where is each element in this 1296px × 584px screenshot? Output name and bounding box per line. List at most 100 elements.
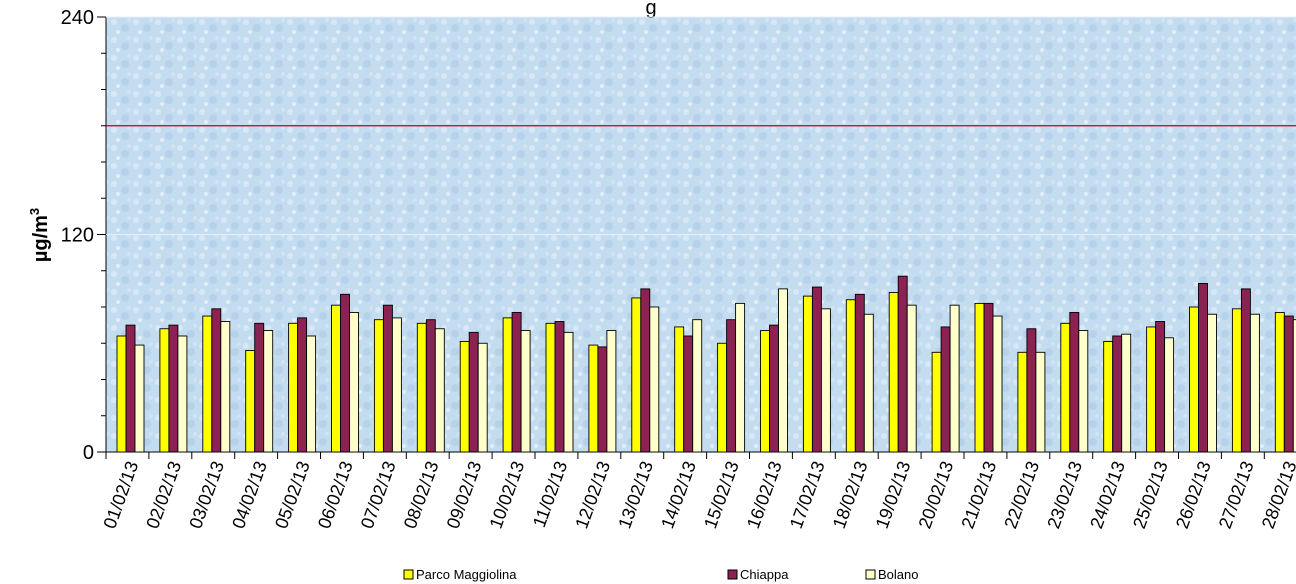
bar	[477, 342, 488, 453]
bar	[1207, 313, 1217, 453]
bar	[263, 330, 274, 453]
x-tick-label: 19/02/13	[872, 459, 915, 532]
bar	[545, 322, 556, 453]
bar	[288, 322, 299, 453]
bar	[177, 335, 188, 453]
bar	[254, 322, 265, 453]
y-tick-label: 120	[61, 225, 94, 247]
x-tick-label: 12/02/13	[571, 459, 614, 532]
bar	[1274, 311, 1285, 453]
bar	[674, 326, 685, 453]
bar	[1026, 328, 1037, 453]
bar	[563, 331, 574, 453]
x-tick-label: 11/02/13	[529, 459, 571, 530]
bar	[425, 319, 436, 453]
bar	[606, 330, 617, 453]
bar	[434, 328, 445, 453]
x-tick-label: 26/02/13	[1172, 459, 1215, 532]
bar	[769, 324, 779, 453]
bar	[1283, 315, 1294, 453]
bar	[1189, 306, 1199, 453]
bar	[245, 350, 256, 453]
series-0	[116, 292, 1285, 453]
bar	[992, 315, 1003, 453]
bar	[306, 335, 317, 453]
bar	[940, 326, 951, 453]
x-tick-label: 22/02/13	[1000, 459, 1043, 532]
bar	[931, 351, 942, 453]
x-tick-label: 21/02/13	[957, 459, 1000, 532]
bar	[649, 306, 660, 453]
bar	[502, 317, 513, 453]
bar	[802, 295, 813, 453]
x-tick-label: 28/02/13	[1258, 459, 1296, 532]
bar	[1198, 282, 1208, 453]
x-tick-label: 13/02/13	[614, 459, 657, 532]
bar-series-group	[116, 275, 1296, 453]
x-tick-label: 01/02/13	[99, 459, 142, 532]
bar	[1112, 335, 1123, 453]
legend-swatch	[865, 569, 876, 580]
x-tick-label: 10/02/13	[486, 459, 529, 532]
bar	[1060, 322, 1071, 453]
bar	[735, 302, 746, 453]
legend-label: Parco Maggiolina	[416, 567, 517, 582]
bar	[845, 299, 856, 453]
legend-label: Bolano	[878, 567, 918, 582]
bar	[1231, 308, 1242, 453]
bar	[760, 330, 770, 453]
bar	[1078, 330, 1089, 453]
legend: Parco Maggiolina Chiappa Bolano	[403, 567, 918, 582]
bar	[949, 304, 960, 453]
x-tick-label: 18/02/13	[829, 459, 872, 532]
x-tick-label: 05/02/13	[271, 459, 314, 532]
x-tick-label: 02/02/13	[142, 459, 185, 532]
x-tick-label: 27/02/13	[1215, 459, 1258, 532]
bar	[468, 331, 479, 453]
bar	[211, 308, 222, 453]
bar	[1069, 311, 1080, 453]
x-tick-label: 06/02/13	[314, 459, 357, 532]
bar	[554, 321, 565, 453]
bar	[520, 330, 531, 453]
bar	[373, 319, 384, 453]
x-axis-ticks: 01/02/13 02/02/13 03/02/13 04/02/13 05/02/13…	[99, 452, 1296, 531]
bar	[1164, 337, 1175, 453]
bar	[588, 344, 599, 453]
bar	[631, 297, 642, 453]
bar	[854, 293, 865, 453]
bar	[1035, 351, 1046, 453]
y-axis-ticks: 0 120 240	[61, 7, 1296, 464]
bar	[778, 288, 788, 453]
bar	[349, 311, 359, 453]
bar	[692, 319, 703, 453]
bar	[331, 304, 341, 453]
legend-label: Chiappa	[740, 567, 789, 582]
bar	[416, 322, 427, 453]
x-tick-label: 08/02/13	[400, 459, 443, 532]
series-2	[134, 288, 1296, 453]
y-axis-label-superscript: 3	[27, 208, 42, 215]
bar	[974, 302, 985, 453]
bar	[168, 324, 179, 453]
x-tick-label: 04/02/13	[228, 459, 271, 532]
x-tick-label: 20/02/13	[915, 459, 958, 532]
x-tick-label: 03/02/13	[185, 459, 228, 532]
bar	[983, 302, 994, 453]
x-tick-label: 14/02/13	[657, 459, 700, 532]
bar	[888, 292, 899, 453]
bar	[459, 340, 470, 453]
bar	[726, 319, 737, 453]
legend-swatch	[403, 569, 414, 580]
x-tick-label: 24/02/13	[1086, 459, 1129, 532]
bar	[863, 313, 874, 453]
bar	[906, 304, 917, 453]
x-tick-label: 07/02/13	[357, 459, 400, 532]
bar	[116, 335, 127, 453]
bar	[134, 344, 145, 453]
bar	[159, 328, 170, 453]
bar	[811, 286, 822, 453]
bar	[220, 321, 231, 453]
y-axis-label: µg/m3	[27, 208, 52, 262]
bar	[683, 335, 694, 453]
